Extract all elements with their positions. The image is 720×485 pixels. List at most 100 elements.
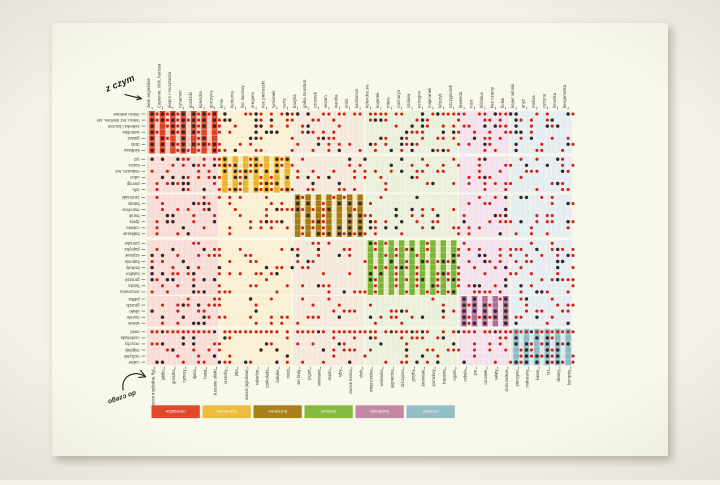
svg-text:kmin: kmin — [219, 98, 224, 108]
svg-text:kasze: kasze — [535, 369, 540, 380]
svg-text:tymianek: tymianek — [271, 90, 276, 108]
svg-text:rozmaryn: rozmaryn — [396, 89, 401, 108]
svg-text:kwiatowe: kwiatowe — [370, 409, 389, 414]
svg-text:smietana: smietana — [317, 369, 322, 386]
svg-text:koperek: koperek — [375, 92, 380, 108]
svg-text:mieso, tez mielone, ser: mieso, tez mielone, ser — [96, 118, 140, 123]
svg-text:sliwki: sliwki — [129, 309, 139, 314]
svg-text:migdaly: migdaly — [124, 348, 139, 353]
svg-text:kurkuma: kurkuma — [229, 91, 234, 108]
svg-text:czekolada: czekolada — [265, 369, 270, 388]
svg-text:szpinak: szpinak — [124, 253, 139, 258]
svg-text:kapusta: kapusta — [124, 259, 139, 264]
svg-text:imbir: imbir — [344, 98, 349, 108]
svg-text:rabarbar: rabarbar — [254, 369, 259, 385]
svg-text:kasza: kasza — [128, 163, 140, 168]
svg-text:szczypiorek: szczypiorek — [448, 84, 453, 108]
svg-text:bez czarny: bez czarny — [489, 86, 494, 108]
svg-text:pomidory: pomidory — [431, 369, 436, 387]
svg-text:gruszki: gruszki — [126, 303, 139, 308]
svg-text:drob: drob — [130, 142, 139, 147]
svg-text:bergamotka: bergamotka — [562, 84, 567, 108]
svg-text:baklazan: baklazan — [122, 232, 139, 237]
svg-text:makaron, tez: makaron, tez — [115, 169, 139, 174]
svg-text:kolendra sw.: kolendra sw. — [365, 84, 370, 108]
svg-text:groszek: groszek — [124, 278, 140, 283]
svg-text:watrobka: watrobka — [122, 130, 140, 135]
svg-text:wanilia: wanilia — [333, 94, 338, 108]
svg-text:wolowina: wolowina — [379, 369, 384, 387]
svg-text:sezam: sezam — [323, 95, 328, 108]
svg-text:gorczyca: gorczyca — [209, 90, 214, 108]
svg-text:wieprzowina: wieprzowina — [369, 369, 374, 392]
svg-text:orzechy: orzechy — [223, 369, 228, 384]
svg-text:Cayenne, chili, harissa: Cayenne, chili, harissa — [157, 63, 162, 108]
svg-text:ryz: ryz — [134, 157, 140, 162]
svg-text:jaja: jaja — [234, 369, 239, 377]
svg-text:ryz: ryz — [546, 370, 551, 375]
svg-text:ziemniaki: ziemniaki — [421, 369, 426, 386]
svg-text:lisc laurowy: lisc laurowy — [240, 84, 245, 108]
svg-text:jagniecina: jagniecina — [390, 369, 395, 389]
svg-text:miod: miod — [286, 369, 291, 379]
svg-text:mieso wolowe: mieso wolowe — [113, 112, 140, 117]
svg-text:drob: drob — [358, 369, 363, 378]
svg-text:ziele angielskie: ziele angielskie — [146, 77, 151, 108]
svg-text:cytrusowe: cytrusowe — [216, 409, 237, 414]
svg-text:kompoty: kompoty — [566, 369, 571, 385]
svg-text:rodzynki: rodzynki — [124, 354, 140, 359]
svg-text:brokuly: brokuly — [125, 265, 139, 270]
svg-text:kolendra: kolendra — [198, 91, 203, 108]
svg-text:lubczyk: lubczyk — [437, 93, 442, 108]
svg-text:morele: morele — [126, 315, 139, 320]
svg-text:dziczyzna: dziczyzna — [400, 369, 405, 388]
svg-text:fiolek: fiolek — [500, 97, 505, 108]
svg-text:ziola swieze: ziola swieze — [504, 369, 509, 392]
svg-text:soczewica: soczewica — [120, 290, 140, 295]
svg-text:kielbasa: kielbasa — [123, 148, 139, 153]
svg-text:pierogi: pierogi — [127, 181, 140, 186]
svg-text:marchew: marchew — [122, 207, 140, 212]
svg-text:batat: batat — [202, 369, 207, 379]
svg-text:hibiskus: hibiskus — [479, 92, 484, 108]
svg-text:tofu: tofu — [132, 187, 140, 192]
svg-text:estragon: estragon — [417, 90, 422, 108]
svg-text:gozdziki: gozdziki — [188, 92, 193, 108]
svg-text:morskie: morskie — [422, 409, 439, 414]
svg-text:orzechy: orzechy — [124, 342, 140, 347]
svg-text:ziolowe: ziolowe — [320, 409, 336, 414]
svg-text:dynia: dynia — [192, 369, 197, 380]
svg-text:salaty: salaty — [494, 369, 499, 381]
svg-text:kapusta: kapusta — [442, 369, 447, 384]
svg-text:bazylia: bazylia — [292, 94, 297, 108]
svg-text:czekolada: czekolada — [120, 336, 140, 341]
svg-text:bataty: bataty — [127, 201, 139, 206]
svg-text:gruszka: gruszka — [171, 369, 176, 384]
svg-text:pieczywo: pieczywo — [514, 369, 519, 387]
svg-text:roza: roza — [469, 99, 474, 108]
svg-text:kardamon: kardamon — [354, 88, 359, 108]
svg-text:dynia: dynia — [129, 220, 140, 225]
svg-text:koper wloski: koper wloski — [510, 84, 515, 108]
svg-text:jogurt: jogurt — [306, 369, 311, 381]
svg-text:grzyby: grzyby — [410, 369, 415, 382]
svg-text:zeberka i boczek: zeberka i boczek — [107, 124, 139, 129]
svg-text:anyz: anyz — [521, 99, 526, 108]
svg-text:limonka: limonka — [552, 92, 557, 108]
svg-text:cytrusy: cytrusy — [182, 369, 187, 383]
svg-text:owoce morza: owoce morza — [348, 369, 353, 394]
svg-text:orientalne: orientalne — [165, 409, 186, 414]
svg-text:owoce jagodowe: owoce jagodowe — [244, 369, 249, 400]
svg-text:melisa: melisa — [531, 95, 536, 108]
svg-text:lawenda: lawenda — [458, 91, 463, 108]
svg-text:desery: desery — [556, 369, 561, 382]
svg-text:oregano: oregano — [250, 91, 255, 108]
svg-text:pomidor: pomidor — [124, 241, 140, 246]
svg-text:fasola: fasola — [128, 284, 140, 289]
svg-text:cukinia: cukinia — [126, 226, 140, 231]
svg-text:miod: miod — [130, 330, 140, 335]
svg-text:ryby: ryby — [338, 369, 343, 378]
svg-text:suszone sliwki: suszone sliwki — [213, 369, 218, 395]
svg-text:czosnek: czosnek — [483, 369, 488, 385]
svg-text:ser bialy: ser bialy — [296, 369, 301, 385]
